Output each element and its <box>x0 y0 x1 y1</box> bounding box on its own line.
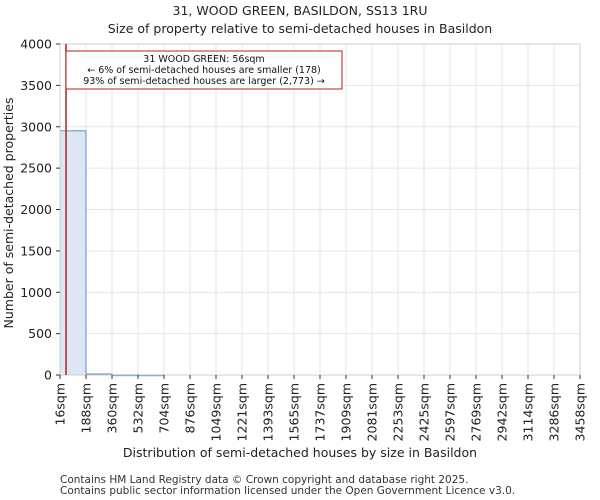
annotation-line-1: 31 WOOD GREEN: 56sqm <box>143 54 264 65</box>
x-tick-label: 1737sqm <box>313 383 328 441</box>
bar <box>59 130 87 376</box>
x-axis-ticks: 16sqm 188sqm 360sqm 532sqm 704sqm 876sqm 1049s… <box>53 375 588 441</box>
y-tick-label: 4000 <box>20 37 52 52</box>
x-tick-label: 360sqm <box>105 383 120 433</box>
x-tick-label: 16sqm <box>53 383 68 426</box>
annotation-line-2: ← 6% of semi-detached houses are smaller… <box>87 65 321 76</box>
x-tick-label: 188sqm <box>79 383 94 433</box>
x-tick-label: 2425sqm <box>417 383 432 441</box>
x-tick-label: 1909sqm <box>339 383 354 441</box>
x-tick-label: 2769sqm <box>469 383 484 441</box>
x-tick-label: 1221sqm <box>235 383 250 441</box>
chart-title: 31, WOOD GREEN, BASILDON, SS13 1RU <box>173 3 428 18</box>
x-tick-label: 532sqm <box>131 383 146 433</box>
y-tick-label: 500 <box>28 326 52 341</box>
x-tick-label: 2253sqm <box>391 383 406 441</box>
x-tick-label: 2942sqm <box>495 383 510 441</box>
x-tick-label: 2597sqm <box>443 383 458 441</box>
x-tick-label: 1049sqm <box>209 383 224 441</box>
footer-line-1: Contains HM Land Registry data © Crown c… <box>60 474 468 486</box>
x-tick-label: 1393sqm <box>261 383 276 441</box>
x-tick-label: 3286sqm <box>547 383 562 441</box>
x-tick-label: 3114sqm <box>521 383 536 441</box>
y-tick-label: 3500 <box>20 78 52 93</box>
x-tick-label: 876sqm <box>183 383 198 433</box>
x-axis-label: Distribution of semi-detached houses by … <box>123 445 477 460</box>
x-tick-label: 3458sqm <box>573 383 588 441</box>
annotation-frame <box>65 50 343 90</box>
annotation-line-3: 93% of semi-detached houses are larger (… <box>83 76 325 87</box>
chart-subtitle: Size of property relative to semi-detach… <box>108 21 492 36</box>
y-axis-label: Number of semi-detached properties <box>1 98 16 329</box>
x-tick-label: 2081sqm <box>365 383 380 441</box>
grid-lines <box>59 43 581 376</box>
footer-line-2: Contains public sector information licen… <box>60 485 515 497</box>
y-tick-label: 1000 <box>20 285 52 300</box>
y-axis-ticks: 0 500 1000 1500 2000 2500 3000 3500 4000 <box>20 37 60 383</box>
y-tick-label: 2000 <box>20 202 52 217</box>
y-tick-label: 1500 <box>20 243 52 258</box>
y-tick-label: 0 <box>44 368 52 383</box>
x-tick-label: 1565sqm <box>287 383 302 441</box>
annotation-box: 31 WOOD GREEN: 56sqm ← 6% of semi-detach… <box>65 50 343 90</box>
y-tick-label: 2500 <box>20 161 52 176</box>
y-tick-label: 3000 <box>20 119 52 134</box>
x-tick-label: 704sqm <box>157 383 172 433</box>
